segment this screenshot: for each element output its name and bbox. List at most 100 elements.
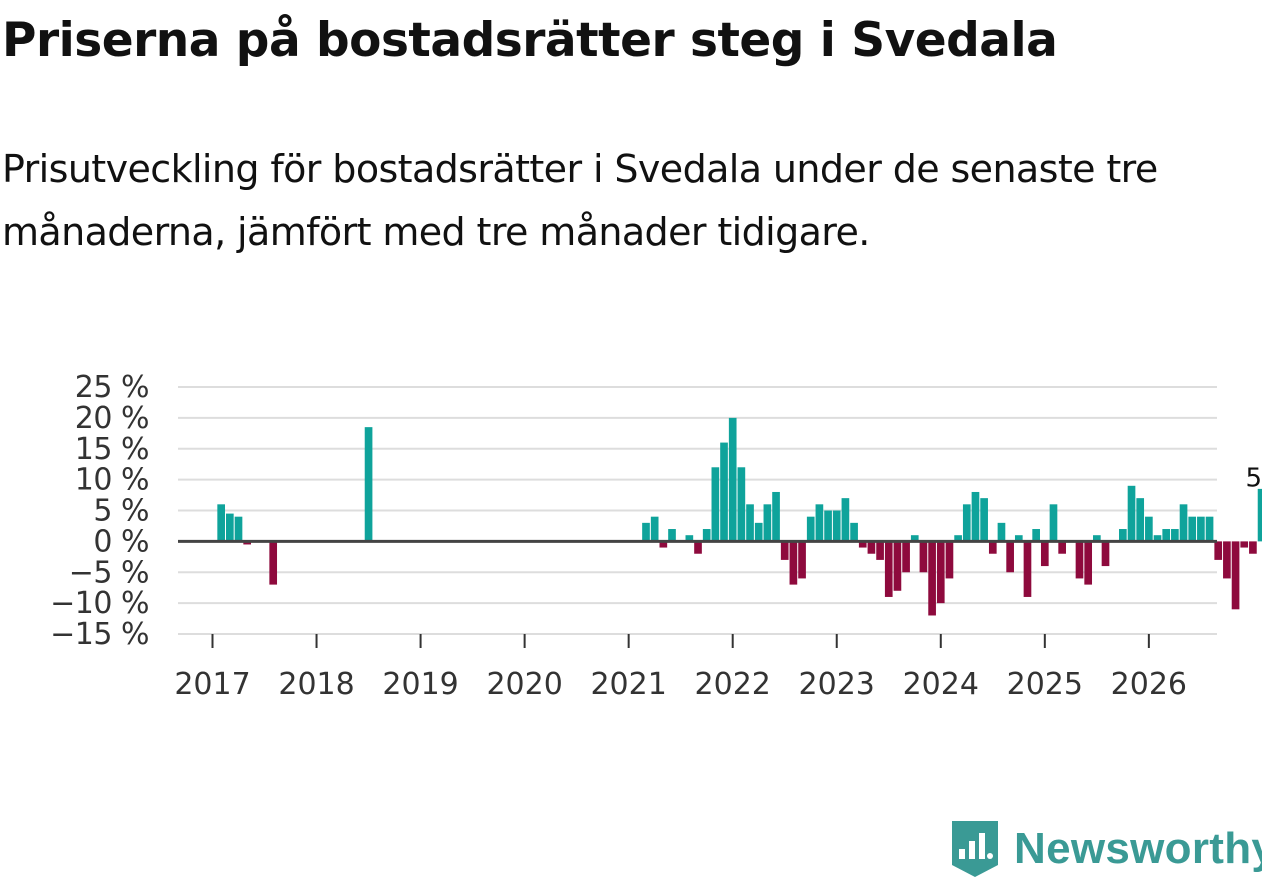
bar: [841, 498, 850, 542]
y-tick-label: 10 %: [75, 463, 149, 498]
bar: [269, 541, 278, 585]
bar: [928, 541, 936, 616]
bar: [243, 541, 252, 545]
brand-name: Newsworthy: [1014, 824, 1262, 873]
y-tick-label: −5 %: [69, 555, 149, 590]
bar: [1040, 541, 1049, 567]
x-tick-label: 2026: [1111, 667, 1187, 702]
bar: [954, 535, 962, 542]
bar: [919, 541, 928, 573]
x-tick-label: 2023: [799, 667, 875, 702]
bar: [884, 541, 893, 597]
bar: [650, 516, 659, 542]
bar: [798, 541, 806, 579]
x-tick-label: 2020: [486, 667, 562, 702]
bar: [1023, 541, 1032, 597]
bar: [815, 504, 824, 542]
newsworthy-logo-icon: [952, 821, 998, 877]
y-tick-label: 15 %: [75, 432, 149, 467]
bar: [234, 516, 243, 542]
bar: [659, 541, 668, 548]
bar: [1058, 541, 1066, 554]
bar: [720, 442, 728, 542]
chart-subtitle: Prisutveckling för bostadsrätter i Sveda…: [2, 147, 1158, 254]
x-tick-label: 2024: [903, 667, 979, 702]
bars: [217, 417, 1262, 616]
bar: [1136, 498, 1145, 542]
bar-chart: 25 %20 %15 %10 %5 %0 %−5 %−10 %−15 % 201…: [50, 370, 1262, 702]
newsworthy-logo[interactable]: Newsworthy: [950, 818, 1262, 880]
bar: [1162, 529, 1171, 542]
bar: [850, 522, 858, 542]
bar: [685, 535, 694, 542]
bar: [806, 516, 815, 542]
y-axis-labels: 25 %20 %15 %10 %5 %0 %−5 %−10 %−15 %: [50, 370, 149, 652]
bar: [1153, 535, 1162, 542]
bar: [910, 535, 919, 542]
bar: [893, 541, 902, 591]
bar: [832, 510, 841, 542]
bar: [668, 529, 676, 542]
bar: [789, 541, 798, 585]
y-tick-label: 25 %: [75, 370, 149, 405]
bar: [711, 467, 720, 542]
bar: [1119, 529, 1127, 542]
bar: [702, 529, 711, 542]
x-tick-label: 2021: [590, 667, 666, 702]
bar: [1006, 541, 1014, 573]
x-tick-label: 2025: [1007, 667, 1083, 702]
bar: [772, 491, 780, 542]
bar: [1179, 504, 1188, 542]
bar: [737, 467, 746, 542]
bar: [824, 510, 832, 542]
bar: [902, 541, 910, 573]
bar: [988, 541, 997, 554]
bar: [746, 504, 754, 542]
bar: [962, 504, 971, 542]
bar: [936, 541, 945, 604]
bar: [1240, 541, 1249, 548]
bar: [780, 541, 789, 560]
x-tick-label: 2018: [278, 667, 354, 702]
bar: [1223, 541, 1231, 579]
bar: [1049, 504, 1058, 542]
bar: [1084, 541, 1093, 585]
bar: [217, 504, 225, 542]
bar: [980, 498, 988, 542]
bar: [1093, 535, 1101, 542]
y-tick-label: −10 %: [50, 586, 149, 621]
bar: [997, 522, 1006, 542]
bar: [1032, 529, 1040, 542]
bar: [1171, 529, 1179, 542]
bar: [1249, 541, 1257, 554]
y-tick-label: −15 %: [50, 617, 149, 652]
bar: [1257, 488, 1262, 542]
bar: [1188, 516, 1197, 542]
gridlines: [178, 386, 1217, 635]
chart-title: Priserna på bostadsrätter steg i Svedala: [2, 13, 1058, 68]
bar: [971, 491, 980, 542]
bar: [754, 522, 763, 542]
y-tick-label: 20 %: [75, 401, 149, 436]
x-tick-label: 2017: [174, 667, 250, 702]
bar: [1101, 541, 1110, 567]
bar: [1197, 516, 1205, 542]
bar: [867, 541, 876, 554]
last-value-annotation: 5 %: [1245, 464, 1262, 494]
bar: [728, 417, 737, 542]
y-tick-label: 0 %: [93, 524, 149, 559]
bar: [364, 427, 373, 542]
x-axis: 2017 2018 2019 2020 2021 2022 2023 2024 2025 2026: [174, 634, 1187, 702]
y-tick-label: 5 %: [93, 494, 149, 529]
bar: [1075, 541, 1084, 579]
bar: [876, 541, 884, 560]
bar: [945, 541, 954, 579]
bar: [858, 541, 867, 548]
x-tick-label: 2019: [382, 667, 458, 702]
bar: [1231, 541, 1240, 610]
bar: [642, 522, 650, 542]
bar: [1205, 516, 1214, 542]
bar: [1127, 485, 1136, 542]
bar: [1214, 541, 1223, 560]
bar: [763, 504, 772, 542]
